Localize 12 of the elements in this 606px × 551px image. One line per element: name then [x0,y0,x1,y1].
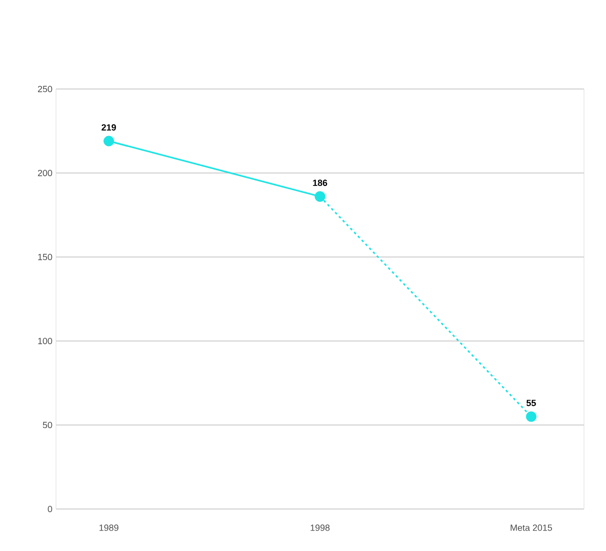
data-label: 219 [102,124,116,131]
y-tick-label: 200 [38,170,52,176]
y-tick-label: 100 [38,338,52,344]
x-tick-label: 1998 [310,524,330,531]
y-tick-label: 50 [42,422,52,428]
data-label: 186 [313,180,328,186]
x-tick-label: Meta 2015 [510,524,552,531]
x-tick-label: 1989 [100,524,118,531]
y-tick-label: 250 [38,86,52,92]
data-label: 55 [526,400,536,406]
y-tick-label: 150 [38,254,52,260]
y-tick-label: 0 [48,506,52,512]
